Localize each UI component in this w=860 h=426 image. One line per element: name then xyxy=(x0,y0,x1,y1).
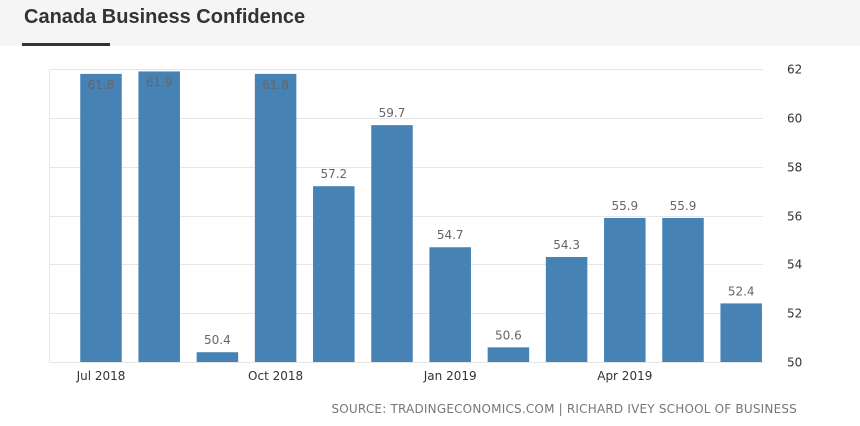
y-tick-label: 50 xyxy=(787,356,802,370)
bar xyxy=(313,186,355,362)
data-label: 61.9 xyxy=(146,75,173,89)
bar xyxy=(720,303,762,362)
bar xyxy=(371,125,413,363)
data-label: 59.7 xyxy=(379,106,406,120)
y-tick-label: 60 xyxy=(787,112,802,126)
bar xyxy=(545,257,588,362)
bar xyxy=(196,352,239,362)
data-label: 57.2 xyxy=(320,167,347,181)
data-label: 61.8 xyxy=(262,78,289,92)
y-tick-label: 56 xyxy=(787,210,802,224)
chart-title: Canada Business Confidence xyxy=(24,6,306,28)
bar xyxy=(604,217,646,362)
data-label: 50.4 xyxy=(204,333,231,347)
data-label: 54.7 xyxy=(437,228,464,242)
data-label: 50.6 xyxy=(495,328,522,342)
data-label: 61.8 xyxy=(88,78,115,92)
data-label: 55.9 xyxy=(611,199,638,213)
x-tick-label: Apr 2019 xyxy=(597,369,652,383)
bar xyxy=(662,217,704,362)
data-label: 55.9 xyxy=(670,199,697,213)
data-label: 52.4 xyxy=(728,284,755,298)
bar xyxy=(80,73,122,362)
bar xyxy=(487,347,530,362)
bar xyxy=(254,73,297,362)
data-label: 54.3 xyxy=(553,238,580,252)
y-tick-label: 54 xyxy=(787,258,802,272)
chart-header: Canada Business Confidence xyxy=(0,0,860,46)
title-underline xyxy=(22,43,110,46)
y-tick-label: 58 xyxy=(787,161,802,175)
bar xyxy=(429,247,471,362)
y-tick-label: 62 xyxy=(787,63,802,77)
x-tick-label: Jul 2018 xyxy=(76,369,126,383)
bar xyxy=(138,71,180,363)
x-tick-label: Oct 2018 xyxy=(248,369,303,383)
source-text: SOURCE: TRADINGECONOMICS.COM | RICHARD I… xyxy=(331,402,797,416)
x-tick-label: Jan 2019 xyxy=(423,369,477,383)
y-tick-label: 52 xyxy=(787,307,802,321)
